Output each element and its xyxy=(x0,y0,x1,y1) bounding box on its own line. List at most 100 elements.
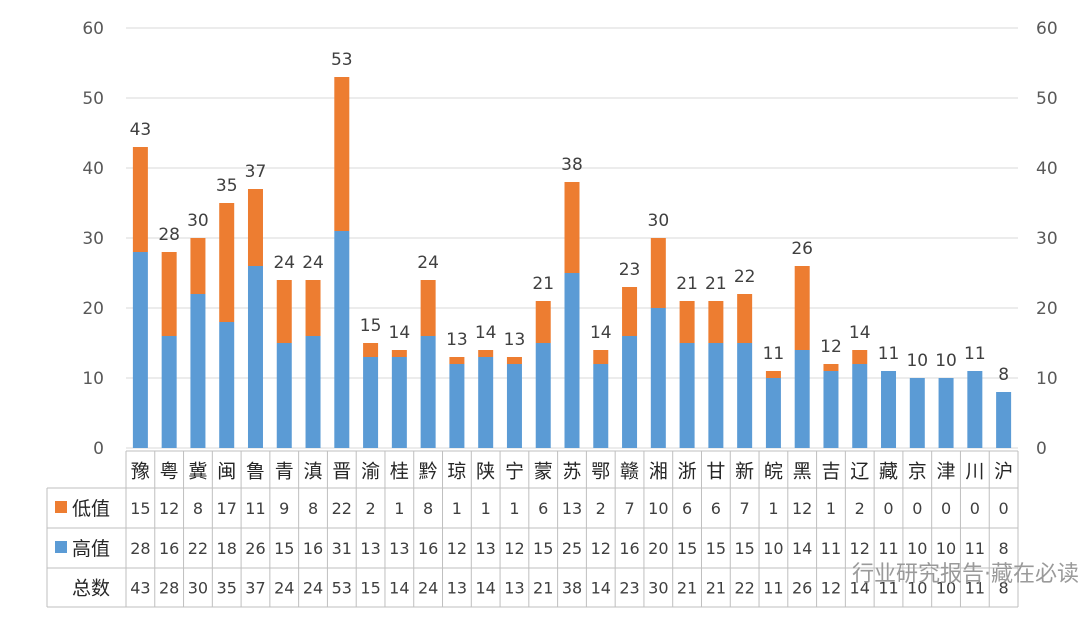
table-cell: 30 xyxy=(648,579,668,598)
total-data-label: 10 xyxy=(906,351,928,371)
category-label: 豫 xyxy=(131,461,150,483)
table-cell: 31 xyxy=(332,539,352,558)
table-cell: 6 xyxy=(682,499,692,518)
total-data-label: 13 xyxy=(504,330,526,350)
category-label: 湘 xyxy=(649,461,668,483)
table-cell: 24 xyxy=(274,579,294,598)
bar-low xyxy=(334,77,350,231)
table-cell: 11 xyxy=(965,539,985,558)
secondary-y-tick-label: 60 xyxy=(1036,19,1058,39)
table-cell: 8 xyxy=(999,579,1009,598)
table-cell: 9 xyxy=(279,499,289,518)
bar-high xyxy=(420,336,436,448)
bar-high xyxy=(305,336,321,448)
table-cell: 23 xyxy=(619,579,639,598)
bar-high xyxy=(247,266,263,448)
table-cell: 1 xyxy=(394,499,404,518)
category-label: 辽 xyxy=(850,461,869,483)
table-cell: 2 xyxy=(365,499,375,518)
bar-high xyxy=(161,336,177,448)
secondary-y-tick-label: 40 xyxy=(1036,159,1058,179)
bar-low xyxy=(708,301,724,343)
category-label: 新 xyxy=(735,461,754,483)
table-cell: 1 xyxy=(768,499,778,518)
bar-low xyxy=(679,301,695,343)
table-cell: 2 xyxy=(596,499,606,518)
bar-low xyxy=(823,364,839,371)
table-cell: 12 xyxy=(159,499,179,518)
bar-low xyxy=(247,189,263,266)
table-cell: 14 xyxy=(389,579,409,598)
table-cell: 6 xyxy=(538,499,548,518)
secondary-y-tick-label: 50 xyxy=(1036,89,1058,109)
total-data-label: 8 xyxy=(998,365,1009,385)
table-cell: 0 xyxy=(883,499,893,518)
bar-low xyxy=(794,266,810,350)
bar-high xyxy=(679,343,695,448)
table-cell: 15 xyxy=(706,539,726,558)
table-cell: 12 xyxy=(591,539,611,558)
bar-low xyxy=(478,350,494,357)
bar-low xyxy=(622,287,638,336)
table-cell: 0 xyxy=(912,499,922,518)
category-label: 川 xyxy=(965,461,984,483)
total-data-label: 11 xyxy=(878,344,900,364)
total-data-label: 30 xyxy=(648,211,670,231)
table-cell: 10 xyxy=(936,579,956,598)
category-label: 桂 xyxy=(390,461,409,483)
bar-high xyxy=(823,371,839,448)
total-data-label: 53 xyxy=(331,50,353,70)
table-cell: 13 xyxy=(475,539,495,558)
total-data-label: 24 xyxy=(273,253,295,273)
table-cell: 13 xyxy=(447,579,467,598)
category-label: 青 xyxy=(275,461,294,483)
total-data-label: 38 xyxy=(561,155,583,175)
legend-key xyxy=(55,541,67,553)
table-cell: 6 xyxy=(711,499,721,518)
bar-high xyxy=(219,322,235,448)
table-cell: 12 xyxy=(850,539,870,558)
category-label: 吉 xyxy=(821,461,840,483)
bar-low xyxy=(190,238,206,294)
bar-high xyxy=(794,350,810,448)
bar-high xyxy=(363,357,379,448)
table-cell: 14 xyxy=(792,539,812,558)
total-data-label: 21 xyxy=(705,274,727,294)
table-cell: 13 xyxy=(504,579,524,598)
table-row-label: 低值 xyxy=(72,498,110,520)
legend-key xyxy=(55,501,67,513)
table-cell: 16 xyxy=(619,539,639,558)
bar-low xyxy=(737,294,753,343)
bar-low xyxy=(161,252,177,336)
bar-high xyxy=(564,273,580,448)
category-label: 京 xyxy=(908,461,927,483)
table-cell: 1 xyxy=(481,499,491,518)
total-data-label: 10 xyxy=(935,351,957,371)
table-cell: 10 xyxy=(907,579,927,598)
table-cell: 0 xyxy=(941,499,951,518)
total-data-label: 43 xyxy=(130,120,152,140)
bar-high xyxy=(276,343,292,448)
bar-low xyxy=(132,147,148,252)
table-cell: 11 xyxy=(821,539,841,558)
table-cell: 15 xyxy=(130,499,150,518)
table-cell: 22 xyxy=(188,539,208,558)
table-cell: 10 xyxy=(936,539,956,558)
table-cell: 22 xyxy=(332,499,352,518)
table-cell: 26 xyxy=(792,579,812,598)
secondary-y-tick-label: 20 xyxy=(1036,299,1058,319)
total-data-label: 15 xyxy=(360,316,382,336)
total-data-label: 37 xyxy=(245,162,267,182)
total-data-label: 22 xyxy=(734,267,756,287)
category-label: 赣 xyxy=(620,461,639,483)
bar-high xyxy=(996,392,1012,448)
table-cell: 10 xyxy=(907,539,927,558)
table-cell: 13 xyxy=(562,499,582,518)
table-cell: 12 xyxy=(504,539,524,558)
category-label: 琼 xyxy=(447,461,466,483)
bar-high xyxy=(737,343,753,448)
table-cell: 7 xyxy=(624,499,634,518)
total-data-label: 14 xyxy=(849,323,871,343)
table-cell: 15 xyxy=(360,579,380,598)
table-cell: 15 xyxy=(533,539,553,558)
